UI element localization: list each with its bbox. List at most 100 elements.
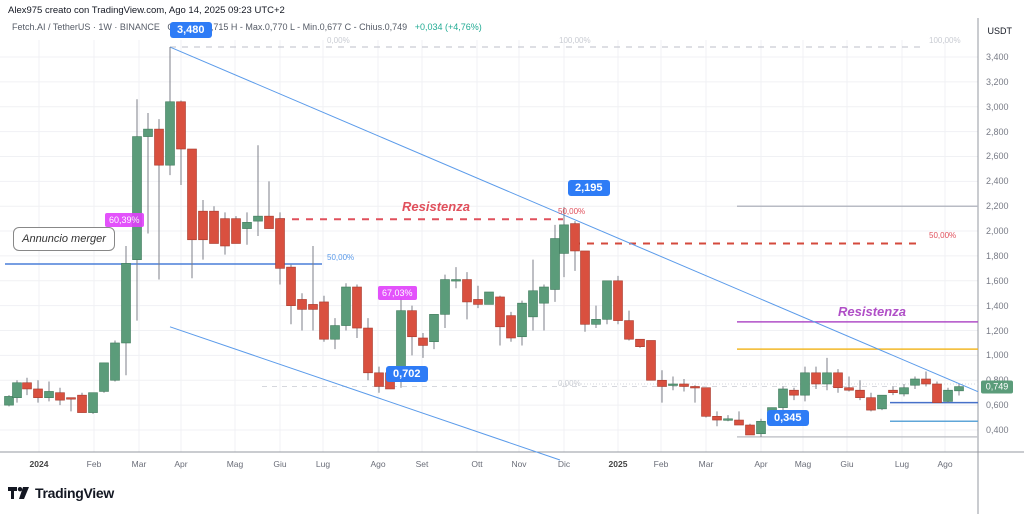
candle-down — [462, 279, 472, 303]
candle-down — [646, 340, 656, 381]
candle-down — [308, 304, 318, 310]
candle-up — [88, 392, 98, 413]
price-change: +0,034 (+4,76%) — [414, 22, 482, 32]
time-tick-label: Mar — [698, 459, 714, 469]
candle-down — [811, 372, 821, 385]
candle-up — [143, 128, 153, 137]
candle-down — [154, 128, 164, 166]
candle-up — [12, 382, 22, 398]
tradingview-logo[interactable]: TradingView — [8, 485, 114, 501]
candle-down — [33, 388, 43, 398]
candle-down — [932, 383, 942, 403]
percent-tag-2[interactable]: 67,03% — [378, 286, 417, 300]
time-tick-label: Mar — [131, 459, 147, 469]
candle-down — [352, 286, 362, 329]
time-tick-label: Mag — [226, 459, 244, 469]
low1-price-callout[interactable]: 0,702 — [386, 366, 428, 382]
candle-up — [910, 378, 920, 386]
candle-down — [55, 392, 65, 401]
candle-up — [44, 391, 54, 398]
candle-down — [855, 389, 865, 398]
candle-up — [253, 215, 263, 222]
candle-up — [341, 286, 351, 326]
candle-down — [580, 250, 590, 325]
resistance-label-purple[interactable]: Resistenza — [838, 304, 906, 319]
candle-down — [374, 372, 384, 387]
candle-up — [517, 302, 527, 338]
candle-up — [132, 136, 142, 260]
resistance-label-red[interactable]: Resistenza — [402, 199, 470, 214]
candle-up — [242, 222, 252, 229]
candle-up — [756, 420, 766, 435]
price-tick-label: 1,400 — [986, 300, 1009, 311]
candle-down — [712, 416, 722, 421]
price-tick-label: 1,000 — [986, 350, 1009, 361]
price-tick-label: 2,000 — [986, 226, 1009, 237]
percent-tag-1[interactable]: 60,39% — [105, 213, 144, 227]
candle-down — [833, 372, 843, 389]
candle-up — [110, 342, 120, 381]
candle-down — [220, 218, 230, 247]
fib-red-50-label-a: 50,00% — [558, 207, 586, 216]
upper-trendline — [169, 46, 979, 393]
candle-down — [921, 378, 931, 385]
candle-up — [99, 362, 109, 392]
candle-down — [286, 266, 296, 306]
candle-up — [668, 383, 678, 386]
fib-top-100-label-a: 100,00% — [559, 36, 591, 45]
candle-down — [701, 387, 711, 417]
time-tick-label: Apr — [174, 459, 188, 469]
time-tick-label: 2025 — [608, 459, 628, 469]
price-tick-label: 2,200 — [986, 201, 1009, 212]
candle-down — [407, 310, 417, 338]
candle-up — [451, 279, 461, 282]
price-tick-label: 1,200 — [986, 325, 1009, 336]
currency-label: USDT — [987, 26, 1013, 36]
tradingview-wordmark: TradingView — [35, 485, 114, 501]
time-tick-label: Dic — [557, 459, 571, 469]
fib-blue-50-label: 50,00% — [327, 253, 355, 262]
candle-up — [528, 290, 538, 318]
candle-up — [4, 396, 14, 406]
price-tick-label: 1,600 — [986, 275, 1009, 286]
candle-down — [613, 280, 623, 321]
ohlc-values: O - Apert.0,715 H - Max.0,770 L - Min.0,… — [167, 22, 408, 32]
candle-down — [297, 299, 307, 310]
candle-down — [679, 383, 689, 387]
candle-down — [418, 337, 428, 346]
time-tick-label: Apr — [754, 459, 768, 469]
candle-down — [495, 296, 505, 328]
candle-down — [77, 394, 87, 413]
candle-up — [559, 224, 569, 254]
candle-down — [506, 315, 516, 339]
candle-down — [363, 327, 373, 374]
credit-text: Alex975 creato con TradingView.com, Ago … — [8, 5, 285, 16]
fib-red-50-label-b: 50,00% — [929, 231, 957, 240]
candle-down — [264, 215, 274, 229]
candle-down — [473, 299, 483, 305]
merger-note[interactable]: Annuncio merger — [13, 227, 115, 251]
candle-up — [539, 286, 549, 304]
candle-up — [899, 387, 909, 395]
peak-price-callout[interactable]: 3,480 — [170, 22, 212, 38]
candle-up — [778, 388, 788, 408]
candle-up — [602, 280, 612, 320]
fib-low-0-label: 0,00% — [558, 379, 581, 388]
time-tick-label: Giu — [273, 459, 287, 469]
current-price-tag: 0,749 — [981, 380, 1013, 394]
time-tick-label: Ott — [471, 459, 483, 469]
time-tick-label: Ago — [370, 459, 386, 469]
candle-down — [22, 382, 32, 390]
candle-down — [187, 148, 197, 241]
time-tick-label: Giu — [840, 459, 854, 469]
low2-price-callout[interactable]: 0,345 — [767, 410, 809, 426]
price-tick-label: 2,400 — [986, 176, 1009, 187]
high2-price-callout[interactable]: 2,195 — [568, 180, 610, 196]
fib-top-0-label: 0,00% — [327, 36, 350, 45]
candle-down — [570, 223, 580, 252]
candle-down — [657, 379, 667, 387]
candle-up — [800, 372, 810, 396]
candle-down — [690, 386, 700, 389]
time-tick-label: Lug — [894, 459, 910, 469]
